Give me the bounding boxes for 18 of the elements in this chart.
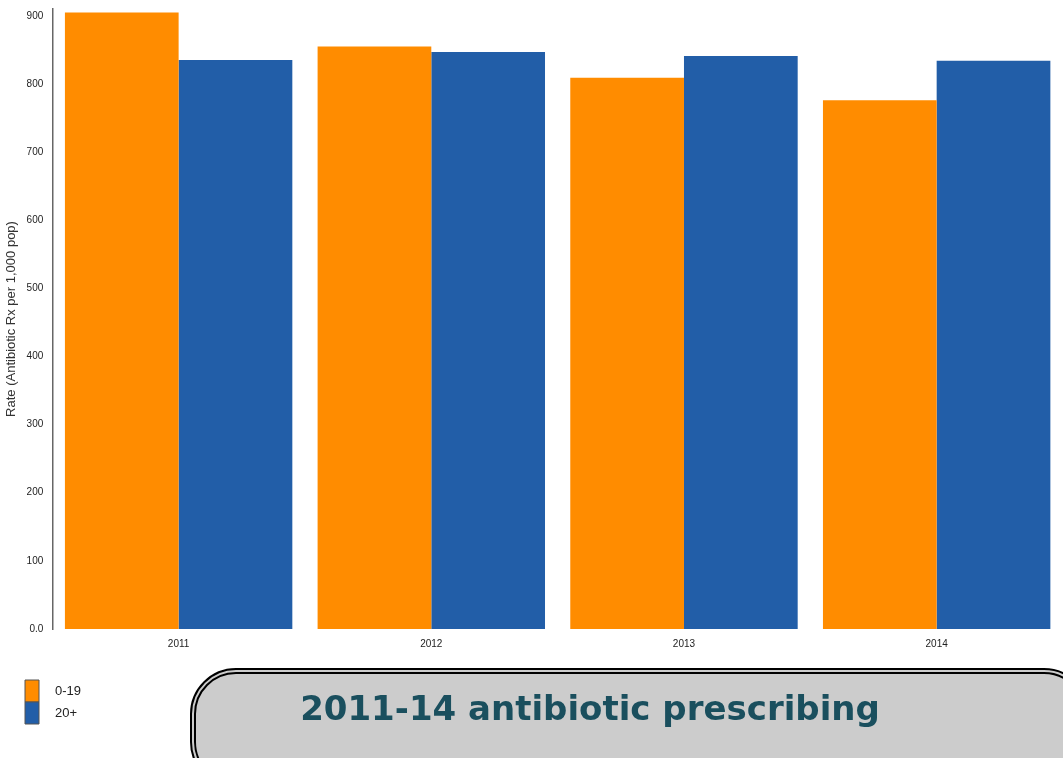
- y-tick-label: 800: [26, 77, 44, 89]
- text: 2011-14 antibiotic prescribing: [299, 688, 881, 728]
- legend-label: 0-19: [55, 682, 82, 698]
- y-axis-title: Rate (Antibiotic Rx per 1,000 pop): [3, 221, 19, 417]
- x-tick-label: 2013: [672, 637, 696, 649]
- x-tick-label: 2014: [925, 637, 949, 649]
- y-tick-label: 500: [26, 282, 44, 294]
- y-tick-label: 300: [26, 418, 44, 430]
- y-tick-label: 700: [26, 145, 44, 157]
- y-tick-label: 100: [26, 554, 44, 566]
- y-tick-label: 900: [26, 9, 44, 21]
- y-tick-label: 600: [26, 213, 44, 225]
- y-tick-label: 200: [26, 486, 44, 498]
- y-tick-label: 400: [26, 350, 44, 362]
- legend-label: 20+: [55, 704, 78, 720]
- x-tick-label: 2011: [167, 637, 190, 649]
- x-tick-label: 2012: [420, 637, 443, 649]
- y-tick-label: 0.0: [29, 622, 44, 634]
